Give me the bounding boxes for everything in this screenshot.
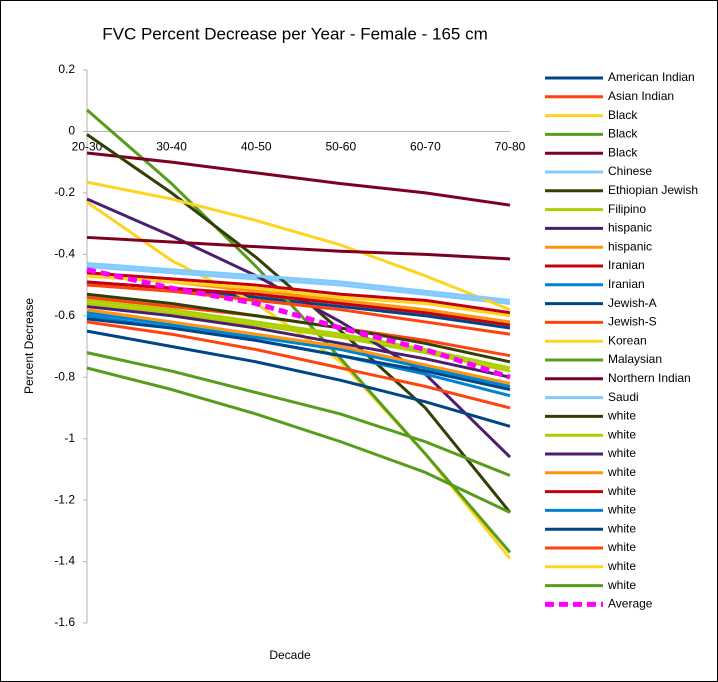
series-line [86,283,511,336]
y-tick-label: -0.2 [54,185,75,199]
x-tick-label: 20-30 [72,140,103,154]
y-tick-label: -0.4 [54,247,75,261]
series-line [86,329,511,428]
legend-label: white [607,559,636,573]
legend-label: white [607,409,636,423]
series-line [86,311,511,388]
legend-label: Black [608,108,638,122]
legend-label: white [607,465,636,479]
legend-label: Asian Indian [608,89,674,103]
legend-label: hispanic [608,239,652,253]
y-tick-label: -1.2 [54,492,75,506]
series-line [86,265,511,305]
series-line [86,235,511,261]
series-line [86,271,511,315]
series-line [86,320,511,410]
legend-label: Iranian [608,258,645,272]
y-tick-label: -0.8 [54,369,75,383]
series-line [86,267,511,380]
legend-label: Black [608,127,638,141]
legend-label: white [607,446,636,460]
y-tick-label: 0 [68,124,75,138]
legend-label: white [607,540,636,554]
legend-label: Jewish-S [608,315,657,329]
x-tick-label: 60-70 [410,140,441,154]
series-line [86,108,512,554]
legend-label: white [607,427,636,441]
x-axis-label: Decade [269,648,311,662]
series-line [86,298,511,370]
x-tick-label: 40-50 [241,140,272,154]
series-line [86,274,511,318]
y-tick-label: -1 [64,431,75,445]
y-tick-label: -0.6 [54,308,75,322]
legend-label: American Indian [608,70,695,84]
series-line [86,151,511,207]
legend-label: Northern Indian [608,371,691,385]
series-line [86,133,512,514]
chart-title: FVC Percent Decrease per Year - Female -… [102,24,488,43]
legend-label: white [607,578,636,592]
series-line [86,292,511,364]
legend-label: hispanic [608,221,652,235]
series-line [86,351,511,477]
series-line [86,317,511,391]
series-line [86,305,511,379]
y-axis-label: Percent Decrease [22,298,36,394]
x-tick-label: 50-60 [325,140,356,154]
legend-label: white [607,503,636,517]
legend-label: white [607,484,636,498]
x-tick-label: 70-80 [495,140,526,154]
legend-label: Saudi [608,390,639,404]
legend-label: Filipino [608,202,646,216]
legend-label: Korean [608,333,647,347]
legend-label: Ethiopian Jewish [608,183,698,197]
legend-label: Malaysian [608,352,662,366]
series-line [86,366,511,514]
legend-label: Black [608,145,638,159]
legend-label: Chinese [608,164,652,178]
series-line [86,308,511,385]
y-tick-label: -1.4 [54,554,75,568]
series-line [86,301,511,373]
x-tick-label: 30-40 [156,140,187,154]
legend-label: white [607,521,636,535]
series-line [86,262,511,302]
y-tick-label: 0.2 [58,62,75,76]
legend-label: Average [608,597,653,611]
legend-label: Jewish-A [608,296,657,310]
y-tick-label: -1.6 [54,615,75,629]
series-line [86,180,511,312]
legend-label: Iranian [608,277,645,291]
